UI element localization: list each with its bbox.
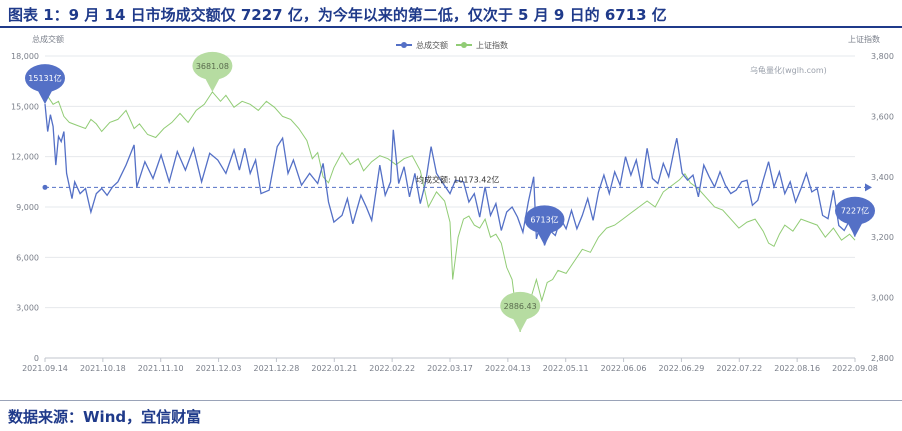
x-tick-label: 2021.12.03 — [196, 364, 242, 372]
figure-title: 图表 1：9 月 14 日市场成交额仅 7227 亿，为今年以来的第二低，仅次于… — [8, 6, 667, 24]
x-tick-label: 2022.06.06 — [601, 364, 647, 372]
marker-pin-head — [524, 205, 565, 234]
series-line-turnover — [44, 104, 856, 246]
marker-label: 15131亿 — [28, 73, 61, 83]
markers: 15131亿 3681.08 2886.43 6713亿 7227亿 — [25, 51, 875, 332]
marker-label: 7227亿 — [841, 206, 869, 216]
marker-label: 3681.08 — [196, 62, 229, 71]
y-right-axis-label: 上证指数 — [848, 34, 880, 44]
title-divider — [0, 26, 902, 28]
marker-pin-tail — [847, 221, 863, 237]
y-left-tick-label: 6,000 — [16, 253, 39, 262]
source-divider — [0, 400, 902, 401]
x-tick-label: 2021.11.10 — [138, 364, 184, 372]
legend-item-index: 上证指数 — [456, 40, 508, 50]
y-left-axis-label: 总成交额 — [32, 34, 64, 44]
y-left-tick-label: 15,000 — [11, 102, 39, 111]
marker-pin: 2886.43 — [500, 291, 541, 332]
x-tick-label: 2022.08.16 — [774, 364, 820, 372]
marker-pin-tail — [512, 316, 529, 332]
marker-pin: 3681.08 — [192, 51, 233, 92]
marker-pin-tail — [204, 76, 221, 92]
y-left-tick-label: 12,000 — [11, 153, 39, 162]
source-note: 数据来源：Wind，宜信财富 — [8, 408, 202, 426]
marker-label: 6713亿 — [530, 214, 558, 224]
x-tick-label: 2022.05.11 — [543, 364, 589, 372]
marker-pin-head — [25, 64, 65, 93]
average-line-start — [42, 184, 48, 190]
x-tick-label: 2021.12.28 — [254, 364, 300, 372]
y-left-axis: 0 3,000 6,000 9,000 12,000 15,000 18,000 — [11, 52, 39, 363]
x-tick-label: 2022.03.17 — [427, 364, 473, 372]
x-tick-label: 2022.04.13 — [485, 364, 531, 372]
x-axis-ticks: 2021.09.14 2021.10.18 2021.11.10 2021.12.03… — [22, 358, 878, 372]
marker-pin-tail — [536, 230, 553, 246]
y-right-tick-label: 3,200 — [871, 233, 894, 242]
y-left-tick-label: 0 — [34, 354, 39, 363]
marker-pin: 7227亿 — [835, 196, 875, 237]
legend: 总成交额 上证指数 — [396, 40, 508, 50]
average-line-label: 均成交额: 10173.42亿 — [416, 174, 499, 184]
marker-pin: 6713亿 — [524, 205, 565, 246]
average-line-arrow — [865, 183, 872, 192]
y-left-tick-label: 3,000 — [16, 304, 39, 313]
x-tick-label: 2022.09.08 — [832, 364, 878, 372]
y-right-tick-label: 3,000 — [871, 294, 894, 303]
x-tick-label: 2022.01.21 — [311, 364, 357, 372]
y-right-axis: 2,800 3,000 3,200 3,400 3,600 3,800 — [871, 52, 894, 363]
x-tick-label: 2021.10.18 — [80, 364, 126, 372]
marker-pin-head — [192, 51, 233, 80]
series-line-index — [44, 91, 856, 333]
x-tick-label: 2022.02.22 — [369, 364, 415, 372]
y-left-tick-label: 18,000 — [11, 52, 39, 61]
watermark: 乌龟量化(wglh.com) — [750, 65, 827, 75]
chart-area: 0 3,000 6,000 9,000 12,000 15,000 18,000 2,800… — [11, 34, 894, 372]
y-right-tick-label: 2,800 — [871, 354, 894, 363]
legend-label-turnover: 总成交额 — [416, 40, 448, 50]
x-tick-label: 2022.06.29 — [659, 364, 705, 372]
marker-pin: 15131亿 — [25, 64, 65, 105]
marker-pin-head — [835, 196, 875, 225]
y-left-tick-label: 9,000 — [16, 203, 39, 212]
x-tick-label: 2021.09.14 — [22, 364, 68, 372]
y-right-tick-label: 3,400 — [871, 173, 894, 182]
x-tick-label: 2022.07.22 — [716, 364, 762, 372]
y-right-tick-label: 3,800 — [871, 52, 894, 61]
marker-pin-tail — [37, 89, 53, 105]
legend-label-index: 上证指数 — [476, 40, 508, 50]
marker-label: 2886.43 — [504, 302, 537, 311]
legend-item-turnover: 总成交额 — [396, 40, 448, 50]
marker-pin-head — [500, 291, 541, 320]
y-right-tick-label: 3,600 — [871, 112, 894, 121]
